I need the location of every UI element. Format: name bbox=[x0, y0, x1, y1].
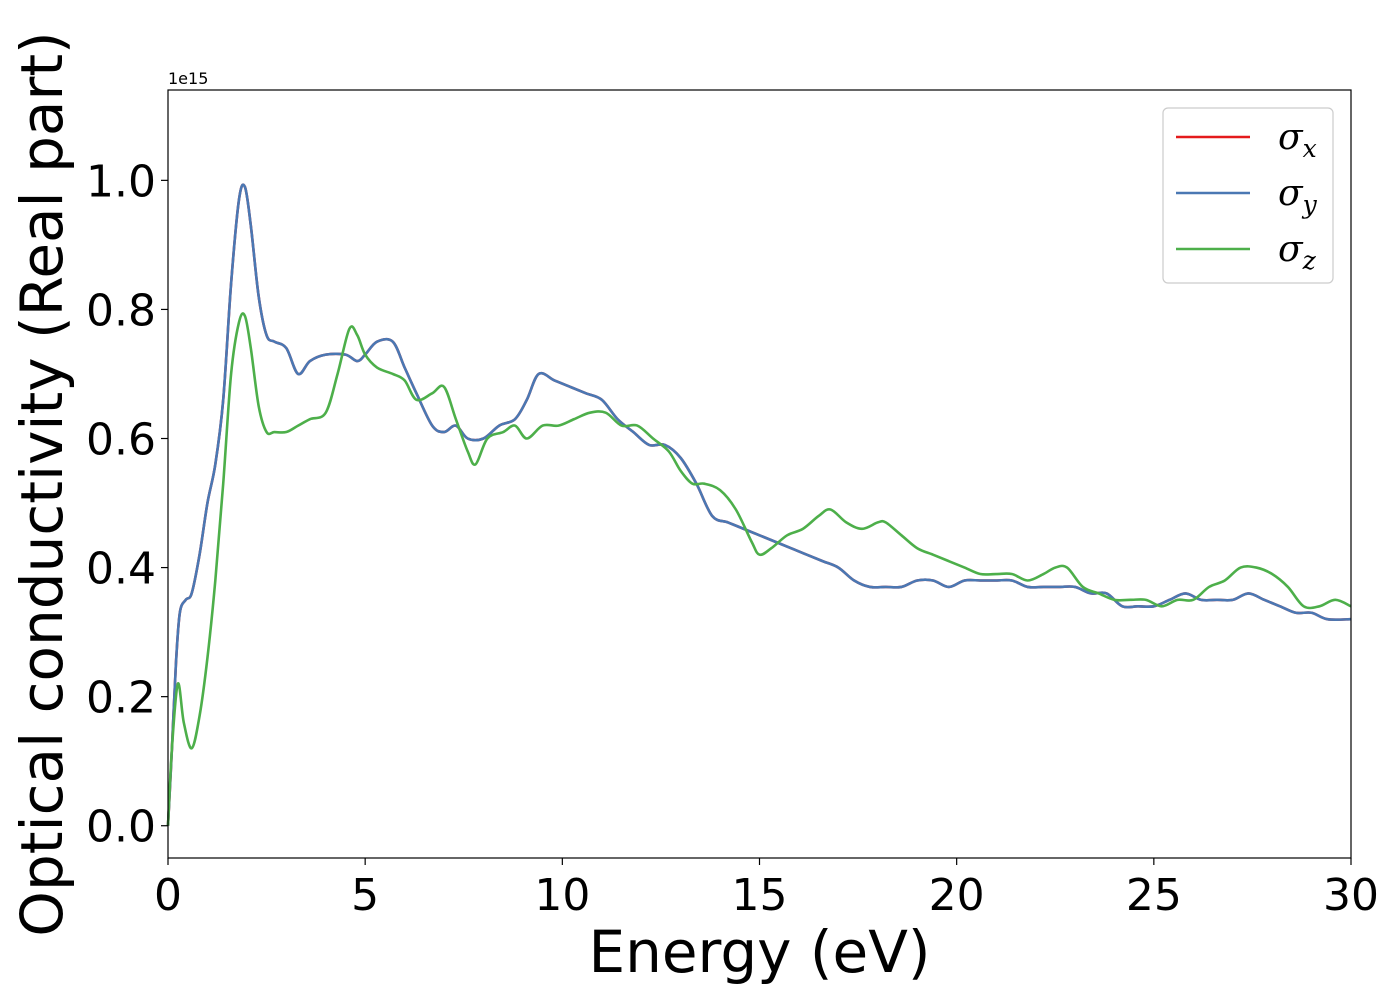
x-tick-label: 30 bbox=[1323, 870, 1379, 921]
x-tick-label: 0 bbox=[154, 870, 182, 921]
y-tick-label: 1.0 bbox=[86, 156, 156, 207]
legend-box bbox=[1162, 107, 1334, 284]
y-axis-offset-text: 1e15 bbox=[168, 69, 208, 88]
y-tick-label: 0.4 bbox=[86, 544, 156, 595]
x-tick-label: 15 bbox=[732, 870, 788, 921]
x-axis-ticks: 0 5 10 15 20 25 30 bbox=[154, 858, 1379, 921]
x-tick-label: 5 bbox=[351, 870, 379, 921]
y-axis-ticks: 0.0 0.2 0.4 0.6 0.8 1.0 bbox=[86, 156, 168, 853]
y-tick-label: 0.0 bbox=[86, 802, 156, 853]
y-axis-label: Optical conductivity (Real part) bbox=[8, 31, 76, 936]
x-tick-label: 25 bbox=[1126, 870, 1182, 921]
y-tick-label: 0.8 bbox=[86, 285, 156, 336]
legend-label-sigma-y: σy bbox=[1278, 173, 1318, 219]
x-axis-label: Energy (eV) bbox=[588, 918, 930, 986]
series-line-sigma-z bbox=[166, 312, 1352, 826]
y-tick-label: 0.6 bbox=[86, 415, 156, 466]
legend-label-sigma-z: σz bbox=[1278, 229, 1317, 275]
plot-lines bbox=[166, 183, 1352, 826]
x-tick-label: 20 bbox=[929, 870, 985, 921]
series-line-sigma-y bbox=[166, 183, 1352, 826]
legend-label-sigma-x: σx bbox=[1278, 117, 1317, 163]
y-tick-label: 0.2 bbox=[86, 673, 156, 724]
x-tick-label: 10 bbox=[534, 870, 590, 921]
legend: σx σy σz bbox=[1162, 107, 1334, 284]
